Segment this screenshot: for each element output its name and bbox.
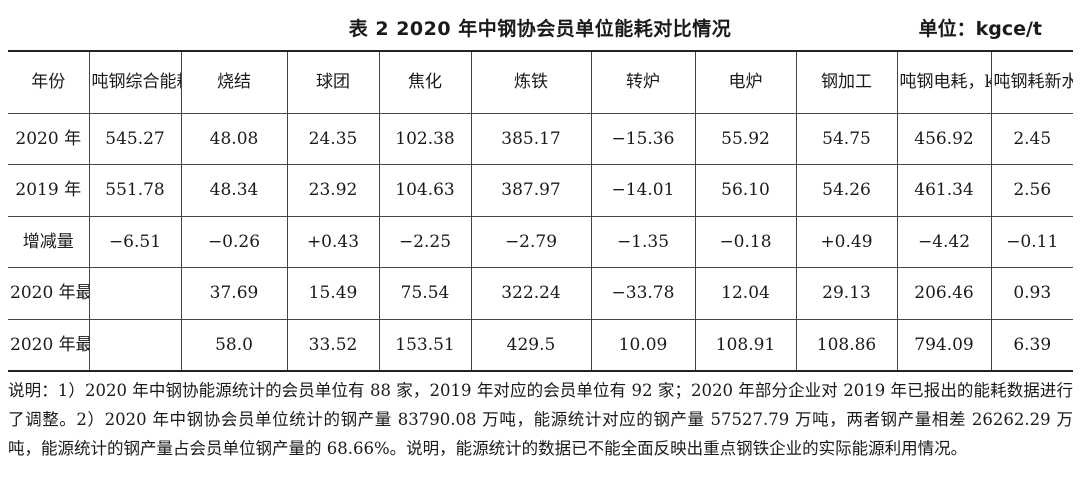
table-cell: 551.78	[88, 163, 182, 217]
title-row: 表 2 2020 年中钢协会员单位能耗对比情况 单位：kgce/t	[0, 14, 1080, 42]
table-cell: 545.27	[88, 112, 182, 165]
table-cell: +0.43	[286, 215, 380, 268]
table-cell: 58.0	[180, 318, 288, 371]
table-title: 表 2 2020 年中钢协会员单位能耗对比情况	[348, 18, 732, 40]
table-cell: 12.04	[694, 266, 797, 320]
table-cell: 429.5	[470, 318, 592, 371]
table-row: 2019 年 551.78 48.34 23.92 104.63 387.97 …	[8, 163, 1073, 217]
col-header-electric-furnace: 电炉	[694, 51, 797, 114]
unit-label: 单位：kgce/t	[918, 18, 1042, 40]
table-cell: 108.86	[795, 318, 898, 371]
col-header-total-energy: 吨钢综合能耗	[88, 51, 182, 114]
table-cell: 461.34	[896, 163, 992, 217]
table-cell: 2.56	[990, 163, 1073, 217]
table-row: 增减量 −6.51 −0.26 +0.43 −2.25 −2.79 −1.35 …	[8, 215, 1073, 268]
table-cell: 23.92	[286, 163, 380, 217]
col-header-pellet: 球团	[286, 51, 380, 114]
table-row: 2020 年最高值 58.0 33.52 153.51 429.5 10.09 …	[8, 318, 1073, 371]
table-cell: −2.25	[378, 215, 472, 268]
col-header-water: 吨钢耗新水，m³/t	[990, 51, 1073, 114]
table-cell: −15.36	[590, 112, 696, 165]
table-row: 2020 年 545.27 48.08 24.35 102.38 385.17 …	[8, 112, 1073, 165]
table-cell: 54.26	[795, 163, 898, 217]
table-cell: 48.08	[180, 112, 288, 165]
table-cell	[88, 318, 182, 371]
col-header-sintering: 烧结	[180, 51, 288, 114]
table-cell: 102.38	[378, 112, 472, 165]
col-header-coking: 焦化	[378, 51, 472, 114]
table-cell: −14.01	[590, 163, 696, 217]
table-cell: 33.52	[286, 318, 380, 371]
col-header-year: 年份	[8, 51, 90, 114]
table-cell: 56.10	[694, 163, 797, 217]
table-cell: −0.18	[694, 215, 797, 268]
energy-consumption-table: 年份 吨钢综合能耗 烧结 球团 焦化 炼铁 转炉 电炉 钢加工 吨钢电耗，kWh…	[8, 50, 1073, 372]
table-cell: −33.78	[590, 266, 696, 320]
table-cell: 108.91	[694, 318, 797, 371]
row-label: 增减量	[8, 215, 90, 268]
table-cell: 29.13	[795, 266, 898, 320]
table-cell: 75.54	[378, 266, 472, 320]
table-cell: 2.45	[990, 112, 1073, 165]
table-cell: −1.35	[590, 215, 696, 268]
table-cell: 48.34	[180, 163, 288, 217]
table-cell: 794.09	[896, 318, 992, 371]
table-cell: 54.75	[795, 112, 898, 165]
table-cell: 0.93	[990, 266, 1073, 320]
row-label: 2020 年最高值	[8, 318, 90, 371]
table-cell: 153.51	[378, 318, 472, 371]
table-cell: −6.51	[88, 215, 182, 268]
col-header-converter: 转炉	[590, 51, 696, 114]
table-cell: 24.35	[286, 112, 380, 165]
row-label: 2019 年	[8, 163, 90, 217]
table-cell: −0.11	[990, 215, 1073, 268]
row-label: 2020 年	[8, 112, 90, 165]
table-cell: 206.46	[896, 266, 992, 320]
table-cell: 15.49	[286, 266, 380, 320]
table-cell: 456.92	[896, 112, 992, 165]
table-cell: 385.17	[470, 112, 592, 165]
table-row: 2020 年最低值 37.69 15.49 75.54 322.24 −33.7…	[8, 266, 1073, 320]
table-cell: 104.63	[378, 163, 472, 217]
col-header-steel-processing: 钢加工	[795, 51, 898, 114]
table-cell: 10.09	[590, 318, 696, 371]
row-label: 2020 年最低值	[8, 266, 90, 320]
header-row: 年份 吨钢综合能耗 烧结 球团 焦化 炼铁 转炉 电炉 钢加工 吨钢电耗，kWh…	[8, 51, 1073, 114]
table-cell: 387.97	[470, 163, 592, 217]
table-cell: −4.42	[896, 215, 992, 268]
col-header-ironmaking: 炼铁	[470, 51, 592, 114]
col-header-electricity: 吨钢电耗，kWh/t	[896, 51, 992, 114]
table-cell: −2.79	[470, 215, 592, 268]
table-cell: +0.49	[795, 215, 898, 268]
table-cell: 37.69	[180, 266, 288, 320]
table-cell: 322.24	[470, 266, 592, 320]
table-cell: 55.92	[694, 112, 797, 165]
table-cell: 6.39	[990, 318, 1073, 371]
table-cell: −0.26	[180, 215, 288, 268]
table-footnote: 说明：1）2020 年中钢协能源统计的会员单位有 88 家，2019 年对应的会…	[8, 381, 1073, 458]
table-cell	[88, 266, 182, 320]
